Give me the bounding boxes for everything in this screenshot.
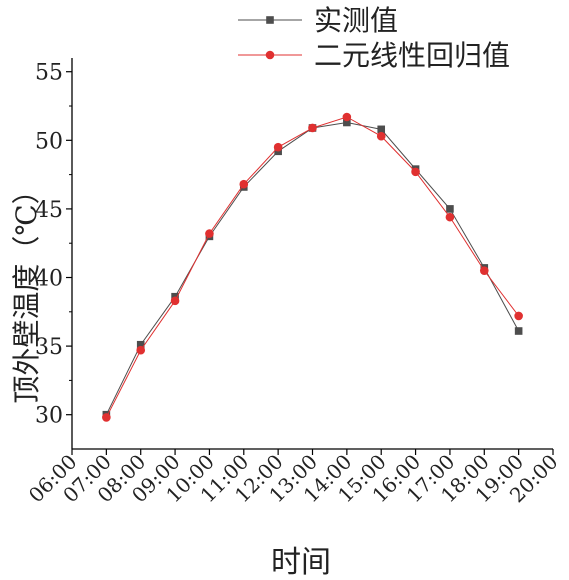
data-point	[446, 205, 454, 213]
data-point	[514, 311, 523, 321]
y-tick-label: 55	[35, 61, 63, 86]
series-1	[102, 118, 523, 419]
data-point	[514, 327, 523, 335]
legend-label: 实测值	[314, 4, 398, 37]
data-point	[342, 112, 352, 122]
y-tick-label: 50	[35, 129, 63, 154]
series-layer	[102, 112, 523, 422]
data-point	[308, 123, 317, 133]
y-tick-label: 40	[35, 267, 63, 292]
data-point	[376, 131, 386, 141]
data-point	[239, 179, 249, 189]
series-line	[105, 116, 520, 418]
series-line	[105, 121, 520, 415]
data-point	[205, 229, 214, 238]
axes: 30354045505506:0007:0008:0009:0010:0011:…	[24, 58, 563, 507]
data-point	[479, 266, 489, 275]
data-point	[377, 125, 386, 134]
data-point	[170, 296, 180, 306]
y-axis-title: 顶外壁温度（℃）	[10, 176, 43, 403]
data-point	[102, 413, 111, 422]
series-2	[102, 112, 523, 422]
y-tick-label: 45	[35, 198, 63, 223]
legend-label: 二元线性回归值	[314, 39, 510, 72]
y-tick-label: 30	[35, 404, 63, 429]
data-point	[273, 142, 283, 152]
data-point	[136, 345, 146, 355]
y-tick-label: 35	[35, 335, 63, 360]
data-point	[411, 167, 420, 177]
x-axis-title: 时间	[271, 545, 331, 580]
data-point	[343, 118, 351, 127]
legend-marker	[265, 50, 275, 60]
legend-marker	[266, 16, 274, 24]
data-point	[445, 212, 455, 222]
data-point	[136, 340, 145, 349]
